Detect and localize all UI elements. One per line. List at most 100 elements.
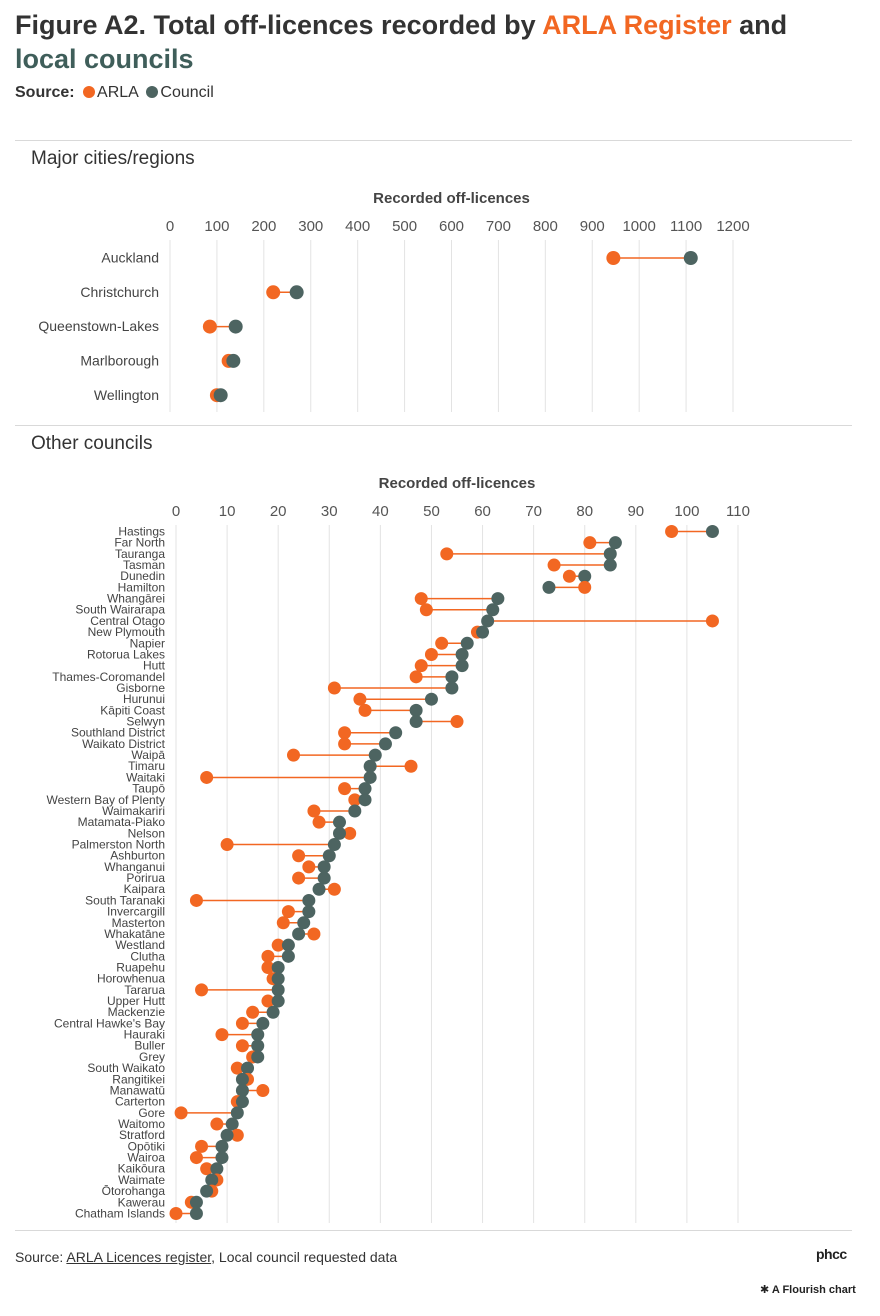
major-cities-chart: Recorded off-licences 0 100 200 300 400 500 600…	[38, 190, 750, 412]
arla-point-stratford	[230, 1128, 244, 1142]
arla-point-waimakariri	[307, 804, 321, 818]
row-label-nelson: Nelson	[128, 826, 165, 840]
row-label-hutt: Hutt	[143, 659, 166, 673]
flourish-credit[interactable]: ✱ A Flourish chart	[760, 1283, 856, 1296]
row-label-chatham-islands: Chatham Islands	[75, 1206, 165, 1220]
council-point-gisborne	[445, 681, 459, 695]
council-point-opotiki	[215, 1139, 229, 1153]
arla-point-opotiki	[195, 1139, 209, 1153]
arla-point-hurunui	[353, 692, 367, 706]
row-label-porirua: Porirua	[126, 871, 165, 885]
council-point-hurunui	[424, 692, 438, 706]
row-label-ruapehu: Ruapehu	[116, 960, 165, 974]
council-point-nelson	[332, 826, 346, 840]
council-point-selwyn	[409, 715, 423, 729]
council-point-marlborough	[226, 353, 241, 368]
council-point-christchurch	[289, 285, 304, 300]
x-tick-label: 110	[726, 503, 750, 520]
row-label-kapiti-coast: Kāpiti Coast	[100, 703, 165, 717]
arla-point-buller	[235, 1039, 249, 1053]
x-tick-label: 0	[166, 218, 174, 235]
arla-point-selwyn	[450, 715, 464, 729]
arla-point-tararua	[195, 983, 209, 997]
council-point-ruapehu	[271, 961, 285, 975]
council-point-westland	[281, 938, 295, 952]
x-tick-label: 10	[219, 503, 236, 520]
arla-point-ruapehu	[261, 961, 275, 975]
x-axis-title: Recorded off-licences	[379, 475, 536, 492]
council-point-kaipara	[312, 882, 326, 896]
arla-point-matamata-piako	[312, 815, 326, 829]
figure-title: Figure A2. Total off-licences recorded b…	[15, 8, 865, 76]
council-point-central-hawke-s-bay	[256, 1016, 270, 1030]
council-point-upper-hutt	[271, 994, 285, 1008]
row-label-manawatu: Manawatū	[110, 1083, 165, 1097]
row-label-palmerston-north: Palmerston North	[72, 838, 165, 852]
row-label-thames-coromandel: Thames-Coromandel	[52, 670, 165, 684]
arla-point-taupo	[338, 782, 352, 796]
row-label-hauraki: Hauraki	[124, 1028, 165, 1042]
arla-point-central-otago	[705, 614, 719, 628]
council-point-mackenzie	[266, 1005, 280, 1019]
row-label-new-plymouth: New Plymouth	[88, 625, 165, 639]
arla-point-mackenzie	[246, 1005, 260, 1019]
council-point-waitaki	[363, 770, 377, 784]
row-label-waimate: Waimate	[118, 1173, 165, 1187]
flourish-star-icon: ✱	[760, 1284, 770, 1296]
arla-point-south-taranaki	[189, 893, 203, 907]
flourish-label: A Flourish chart	[771, 1284, 856, 1296]
row-label-taupo: Taupō	[132, 782, 165, 796]
x-tick-label: 400	[345, 218, 370, 235]
legend-arla[interactable]: ARLA	[97, 84, 138, 101]
council-swatch-icon	[146, 86, 159, 98]
row-label-kaipara: Kaipara	[124, 882, 166, 896]
arla-point-westland	[271, 938, 285, 952]
council-point-whakatane	[292, 927, 306, 941]
arla-point-far-north	[583, 536, 597, 550]
council-point-waikato-district	[378, 737, 392, 751]
row-label-gore: Gore	[138, 1106, 165, 1120]
row-label-masterton: Masterton	[112, 916, 165, 930]
row-label-hurunui: Hurunui	[123, 692, 165, 706]
footer-source: Source: ARLA Licences register, Local co…	[15, 1249, 397, 1265]
row-label-timaru: Timaru	[128, 759, 165, 773]
x-tick-label: 90	[627, 503, 644, 520]
row-label-waimakariri: Waimakariri	[102, 804, 165, 818]
row-label-napier: Napier	[130, 636, 165, 650]
council-point-hamilton	[542, 580, 556, 594]
row-label-horowhenua: Horowhenua	[97, 972, 165, 986]
council-point-whanganui	[317, 860, 331, 874]
row-label-westland: Westland	[115, 938, 165, 952]
arla-point-wairoa	[189, 1151, 203, 1165]
council-point-porirua	[317, 871, 331, 885]
arla-point-south-waikato	[230, 1061, 244, 1075]
divider	[15, 1230, 852, 1231]
council-point-south-waikato	[241, 1061, 255, 1075]
row-label-selwyn: Selwyn	[126, 715, 165, 729]
arla-point-waitaki	[200, 770, 214, 784]
legend-council[interactable]: Council	[160, 84, 214, 101]
council-point-wellington	[213, 388, 228, 403]
arla-point-manawatu	[256, 1084, 270, 1097]
row-label-whakatane: Whakatāne	[104, 927, 165, 941]
arla-point-hauraki	[215, 1028, 229, 1042]
council-point-hutt	[455, 659, 469, 673]
council-point-napier	[460, 636, 474, 650]
x-tick-label: 30	[321, 503, 338, 520]
x-tick-label: 20	[270, 503, 287, 520]
arla-register-link[interactable]: ARLA Licences register	[66, 1249, 212, 1265]
section-title-other: Other councils	[31, 433, 153, 454]
row-label-waitaki: Waitaki	[126, 770, 165, 784]
council-point-thames-coromandel	[445, 670, 459, 684]
arla-point-chatham-islands	[169, 1206, 183, 1220]
row-label-central-otago: Central Otago	[90, 614, 165, 628]
council-point-kaikoura	[210, 1162, 224, 1176]
arla-point-central-hawke-s-bay	[235, 1016, 249, 1030]
title-council: local councils	[15, 44, 194, 74]
arla-point-auckland	[606, 251, 621, 265]
arla-point-hamilton	[578, 580, 592, 594]
council-point-hauraki	[251, 1028, 265, 1042]
row-label-south-wairarapa: South Wairarapa	[75, 603, 165, 617]
row-label-carterton: Carterton	[115, 1095, 165, 1109]
row-label-gisborne: Gisborne	[116, 681, 165, 695]
